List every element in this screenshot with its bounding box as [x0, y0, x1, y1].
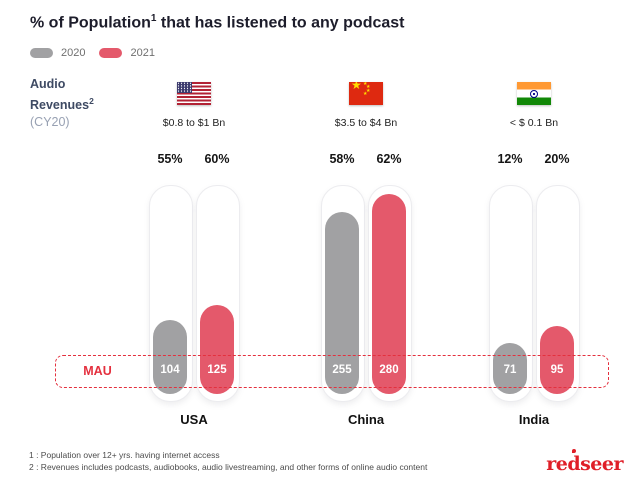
percent-label-2020: 58%	[329, 152, 355, 166]
mau-value-2020: 71	[503, 364, 517, 376]
mau-value-2021: 95	[550, 364, 564, 376]
india-flag-chakra	[530, 89, 538, 98]
bar-2020	[153, 320, 187, 394]
country-name-label: China	[347, 412, 385, 427]
audio-revenues-line3: (CY20)	[30, 115, 70, 130]
footnote-1: 1 : Population over 12+ yrs. having inte…	[29, 450, 220, 460]
mau-value-2020: 104	[160, 364, 180, 376]
bar-2020	[325, 212, 359, 394]
chart-title-part2: that has listened to any podcast	[156, 14, 405, 32]
country-column-usa: $0.8 to $1 Bn 55% 60% 104 125 USA	[119, 75, 269, 440]
chart-title: % of Population1 that has listened to an…	[30, 13, 404, 32]
flag-wrap	[119, 82, 269, 105]
country-name-label: USA	[180, 412, 208, 427]
china-flag-icon: ★ ★ ★ ★ ★	[349, 82, 383, 105]
chart-title-part1: % of Population	[30, 14, 151, 32]
footnotes: 1 : Population over 12+ yrs. having inte…	[29, 449, 427, 473]
mau-band-label: MAU	[83, 364, 112, 378]
percent-label-2021: 60%	[204, 152, 230, 166]
legend-label-2021: 2021	[130, 47, 155, 59]
bar-2021	[200, 305, 234, 394]
flag-wrap: ★ ★ ★ ★ ★	[291, 82, 441, 105]
audio-revenues-line2: Revenues2	[30, 96, 94, 113]
usa-flag-icon	[177, 82, 211, 105]
country-revenue-label: $0.8 to $1 Bn	[162, 117, 226, 129]
legend-item-2021: 2021	[99, 47, 155, 59]
country-name-label: India	[518, 412, 550, 427]
percent-label-2020: 55%	[157, 152, 183, 166]
bar-2020	[493, 343, 527, 394]
flag-wrap	[459, 82, 609, 105]
bar-track-2021	[536, 185, 580, 402]
footnote-2: 2 : Revenues includes podcasts, audioboo…	[29, 462, 428, 472]
country-revenue-label: $3.5 to $4 Bn	[334, 117, 398, 129]
india-flag-icon	[517, 82, 551, 105]
bar-2021	[372, 194, 406, 394]
mau-value-2020: 255	[332, 364, 352, 376]
audio-revenues-line1: Audio	[30, 77, 66, 91]
revenue-footnote-marker: 2	[89, 96, 94, 106]
country-revenue-label: < $ 0.1 Bn	[509, 117, 559, 129]
bar-track-2021	[368, 185, 412, 402]
audio-revenues-label: Audio Revenues2 (CY20)	[30, 76, 94, 131]
legend-label-2020: 2020	[61, 47, 86, 59]
percent-label-2021: 62%	[376, 152, 402, 166]
legend-swatch-2021-icon	[99, 48, 123, 58]
mau-value-2021: 280	[379, 364, 399, 376]
bar-2021	[540, 326, 574, 394]
logo-text: redseer	[546, 453, 623, 475]
bar-track-2020	[149, 185, 193, 402]
country-column-china: ★ ★ ★ ★ ★ $3.5 to $4 Bn 58% 62% 255 280 Chin…	[291, 75, 441, 440]
bar-track-2021	[196, 185, 240, 402]
china-flag-star: ★	[351, 82, 362, 92]
redseer-logo: redseer	[546, 449, 623, 475]
bar-track-2020	[321, 185, 365, 402]
country-column-india: < $ 0.1 Bn 12% 20% 71 95 India	[459, 75, 609, 440]
usa-flag-canton	[177, 82, 192, 93]
legend-swatch-2020-icon	[30, 48, 53, 58]
chart-legend: 2020 2021	[30, 47, 155, 59]
percent-label-2021: 20%	[544, 152, 570, 166]
bar-track-2020	[489, 185, 533, 402]
percent-label-2020: 12%	[497, 152, 523, 166]
legend-item-2020: 2020	[30, 47, 85, 59]
mau-value-2021: 125	[207, 364, 227, 376]
logo-dot-icon	[572, 449, 577, 453]
chart-title-footnote-marker: 1	[150, 13, 157, 24]
